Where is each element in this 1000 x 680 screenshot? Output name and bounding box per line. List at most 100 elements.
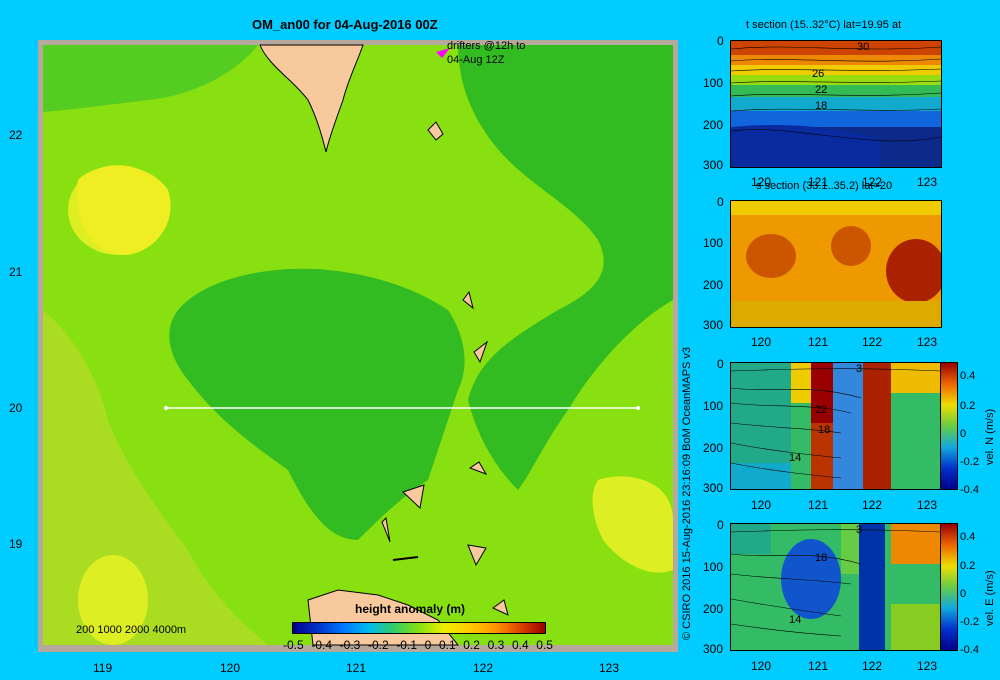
section-line-end xyxy=(636,406,640,410)
veln-ytick-0: 0 xyxy=(717,357,724,371)
veln-ytick-200: 200 xyxy=(703,441,724,455)
lon-tick-120: 120 xyxy=(220,661,241,675)
island-8 xyxy=(392,556,419,561)
island-2 xyxy=(462,290,474,310)
salt-ytick-200: 200 xyxy=(703,278,724,292)
southwest-yellow-eddy xyxy=(78,555,148,645)
island-9 xyxy=(492,599,509,616)
island-7 xyxy=(467,544,487,567)
lon-tick-122: 122 xyxy=(473,661,494,675)
vele-xtick-121: 121 xyxy=(808,659,829,673)
cb-tick: -0.1 xyxy=(396,638,417,652)
cb-tick: 0.2 xyxy=(463,638,480,652)
island-5 xyxy=(402,484,425,510)
veln-ytick-300: 300 xyxy=(703,481,724,495)
veln-xtick-122: 122 xyxy=(862,498,883,512)
temp-section-plot xyxy=(730,40,942,168)
drifters-note-2: 04-Aug 12Z xyxy=(447,54,505,66)
salt-xtick-120: 120 xyxy=(751,335,772,349)
vele-cb-tick: 0.4 xyxy=(960,531,976,543)
vele-ytick-0: 0 xyxy=(717,518,724,532)
island-3 xyxy=(473,340,489,364)
salt-ytick-0: 0 xyxy=(717,195,724,209)
vele-contour-18: 18 xyxy=(815,552,828,564)
central-green-eddy xyxy=(169,268,465,540)
vele-contour-14: 14 xyxy=(789,614,802,626)
vele-section-plot xyxy=(730,523,942,651)
depth-legend: 200 1000 2000 4000m xyxy=(76,624,187,636)
salt-ytick-100: 100 xyxy=(703,236,724,250)
colorbar-ticks: -0.5 -0.4 -0.3 -0.2 -0.1 0 0.1 0.2 0.3 0… xyxy=(283,638,553,652)
southeast-yellow-eddy xyxy=(592,476,673,573)
salt-xtick-121: 121 xyxy=(808,335,829,349)
temp-xtick-121: 121 xyxy=(808,175,829,189)
vele-ytick-200: 200 xyxy=(703,602,724,616)
vele-ytick-100: 100 xyxy=(703,560,724,574)
cb-tick: 0 xyxy=(424,638,432,652)
north-green-region xyxy=(43,45,258,112)
veln-colorbar xyxy=(940,362,958,490)
lat-tick-21: 21 xyxy=(9,265,23,279)
veln-contour-22: 22 xyxy=(815,404,828,416)
vele-cb-tick: -0.4 xyxy=(960,644,979,656)
vele-xtick-123: 123 xyxy=(917,659,938,673)
island-4 xyxy=(468,461,488,475)
vele-cb-tick: -0.2 xyxy=(960,616,979,628)
veln-cb-label: vel. N (m/s) xyxy=(984,408,996,465)
temp-contour-30: 30 xyxy=(857,41,870,53)
temp-contour-26: 26 xyxy=(812,68,825,80)
cb-tick: 0.4 xyxy=(511,638,529,652)
temp-ytick-300: 300 xyxy=(703,158,724,172)
lat-tick-22: 22 xyxy=(9,128,23,142)
drifters-note-1: drifters @12h to xyxy=(447,40,526,52)
lat-tick-20: 20 xyxy=(9,401,23,415)
salt-xtick-123: 123 xyxy=(917,335,938,349)
temp-xtick-123: 123 xyxy=(917,175,938,189)
vele-contour-3: 3 xyxy=(856,524,863,536)
vele-cb-tick: 0 xyxy=(960,588,967,600)
veln-cb-tick: 0.4 xyxy=(960,370,976,382)
veln-cb-tick: 0.2 xyxy=(960,400,976,412)
west-yellow-core xyxy=(77,166,171,255)
salt-section-title: s section (33.1..35.2) lat=20 xyxy=(756,180,893,192)
vele-xtick-122: 122 xyxy=(862,659,883,673)
lon-tick-119: 119 xyxy=(93,661,113,675)
veln-cb-tick: 0 xyxy=(960,428,967,440)
vele-xtick-120: 120 xyxy=(751,659,772,673)
cb-tick: -0.3 xyxy=(339,638,361,652)
veln-contour-18: 18 xyxy=(818,424,831,436)
taiwan-landmass xyxy=(259,44,364,153)
veln-cb-tick: -0.4 xyxy=(960,484,979,496)
cb-tick: 0.1 xyxy=(438,638,456,652)
temp-xtick-120: 120 xyxy=(751,175,772,189)
temp-contour-18: 18 xyxy=(815,100,828,112)
lon-tick-121: 121 xyxy=(346,661,367,675)
veln-xtick-120: 120 xyxy=(751,498,772,512)
salt-ytick-300: 300 xyxy=(703,318,724,332)
temp-section-title: t section (15..32°C) lat=19.95 at xyxy=(746,19,902,31)
cb-tick: -0.2 xyxy=(367,638,389,652)
salt-section-plot xyxy=(730,200,942,328)
temp-ytick-100: 100 xyxy=(703,76,724,90)
veln-contour-14: 14 xyxy=(789,452,802,464)
veln-section-plot xyxy=(730,362,942,490)
cb-tick: 0.5 xyxy=(536,638,553,652)
east-green-region xyxy=(458,45,673,490)
lon-tick-123: 123 xyxy=(599,661,620,675)
veln-xtick-121: 121 xyxy=(808,498,829,512)
map-title: OM_an00 for 04-Aug-2016 00Z xyxy=(252,17,438,32)
section-line-start xyxy=(164,406,168,410)
cb-tick: -0.4 xyxy=(311,638,333,652)
veln-contour-3: 3 xyxy=(856,363,863,375)
colorbar-gradient xyxy=(292,622,546,634)
lat-tick-19: 19 xyxy=(9,537,23,551)
cb-tick: 0.3 xyxy=(487,638,505,652)
vele-ytick-300: 300 xyxy=(703,642,724,656)
credit-text: © CSIRO 2016 15-Aug-2016 23:16:09 BoM Oc… xyxy=(681,346,693,640)
vele-cb-label: vel. E (m/s) xyxy=(984,570,996,626)
temp-contour-22: 22 xyxy=(815,84,828,96)
island-6 xyxy=(381,516,391,543)
veln-ytick-100: 100 xyxy=(703,399,724,413)
cb-tick: -0.5 xyxy=(283,638,304,652)
vele-colorbar xyxy=(940,523,958,651)
